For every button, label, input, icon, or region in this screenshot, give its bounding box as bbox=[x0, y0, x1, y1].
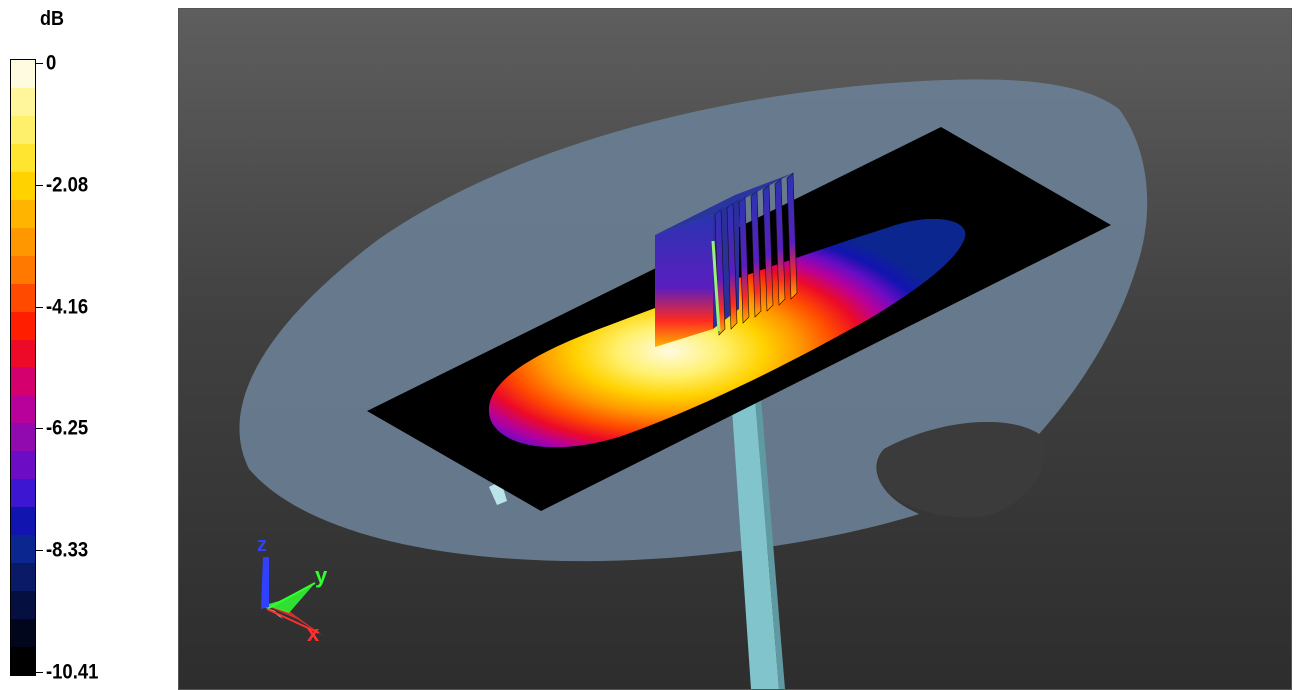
legend-tick-label: -2.08 bbox=[46, 173, 89, 197]
colorbar-band bbox=[11, 479, 35, 508]
colorbar-band bbox=[11, 339, 35, 368]
scene-canvas: z y x bbox=[239, 79, 1148, 689]
colorbar-band bbox=[11, 87, 35, 116]
axis-label-z: z bbox=[257, 534, 267, 556]
ground-notch bbox=[877, 422, 1046, 518]
colorbar-band bbox=[11, 199, 35, 228]
colorbar-band bbox=[11, 563, 35, 592]
legend-tick-label: -10.41 bbox=[46, 660, 99, 684]
colorbar-band bbox=[11, 283, 35, 312]
colorbar-band bbox=[11, 143, 35, 172]
legend-tick-mark bbox=[36, 672, 43, 673]
colorbar-band bbox=[11, 619, 35, 648]
colorbar bbox=[10, 59, 36, 676]
color-legend: dB 0 -2.08 -4.16 -6.25 -8.33 -10.41 bbox=[0, 0, 176, 690]
colorbar-band bbox=[11, 647, 35, 675]
legend-tick-label: 0 bbox=[46, 51, 57, 75]
colorbar-band bbox=[11, 451, 35, 480]
legend-unit-label: dB bbox=[40, 8, 65, 30]
colorbar-band bbox=[11, 171, 35, 200]
colorbar-band bbox=[11, 60, 35, 88]
colorbar-band bbox=[11, 115, 35, 144]
colorbar-band bbox=[11, 507, 35, 536]
support-pole-shade bbox=[755, 397, 785, 689]
legend-tick-mark bbox=[36, 550, 43, 552]
legend-tick-mark bbox=[36, 306, 43, 308]
axis-triad bbox=[261, 557, 325, 637]
axis-label-x: x bbox=[307, 621, 320, 646]
colorbar-band bbox=[11, 591, 35, 620]
colorbar-band bbox=[11, 227, 35, 256]
emitter-array bbox=[655, 172, 798, 347]
colorbar-band bbox=[11, 395, 35, 424]
colorbar-band bbox=[11, 255, 35, 284]
legend-tick-mark bbox=[36, 184, 43, 186]
axis-label-y: y bbox=[315, 563, 328, 588]
legend-tick-label: -8.33 bbox=[46, 538, 89, 562]
3d-viewport[interactable]: z y x bbox=[178, 8, 1292, 690]
colorbar-band bbox=[11, 535, 35, 564]
legend-tick-label: -6.25 bbox=[46, 416, 89, 440]
colorbar-band bbox=[11, 367, 35, 396]
colorbar-band bbox=[11, 423, 35, 452]
support-pole bbox=[732, 399, 779, 689]
legend-tick-mark bbox=[36, 428, 43, 430]
legend-tick-label: -4.16 bbox=[46, 295, 89, 319]
colorbar-band bbox=[11, 311, 35, 340]
legend-tick-mark bbox=[36, 63, 43, 64]
radiation-pattern bbox=[488, 218, 966, 448]
